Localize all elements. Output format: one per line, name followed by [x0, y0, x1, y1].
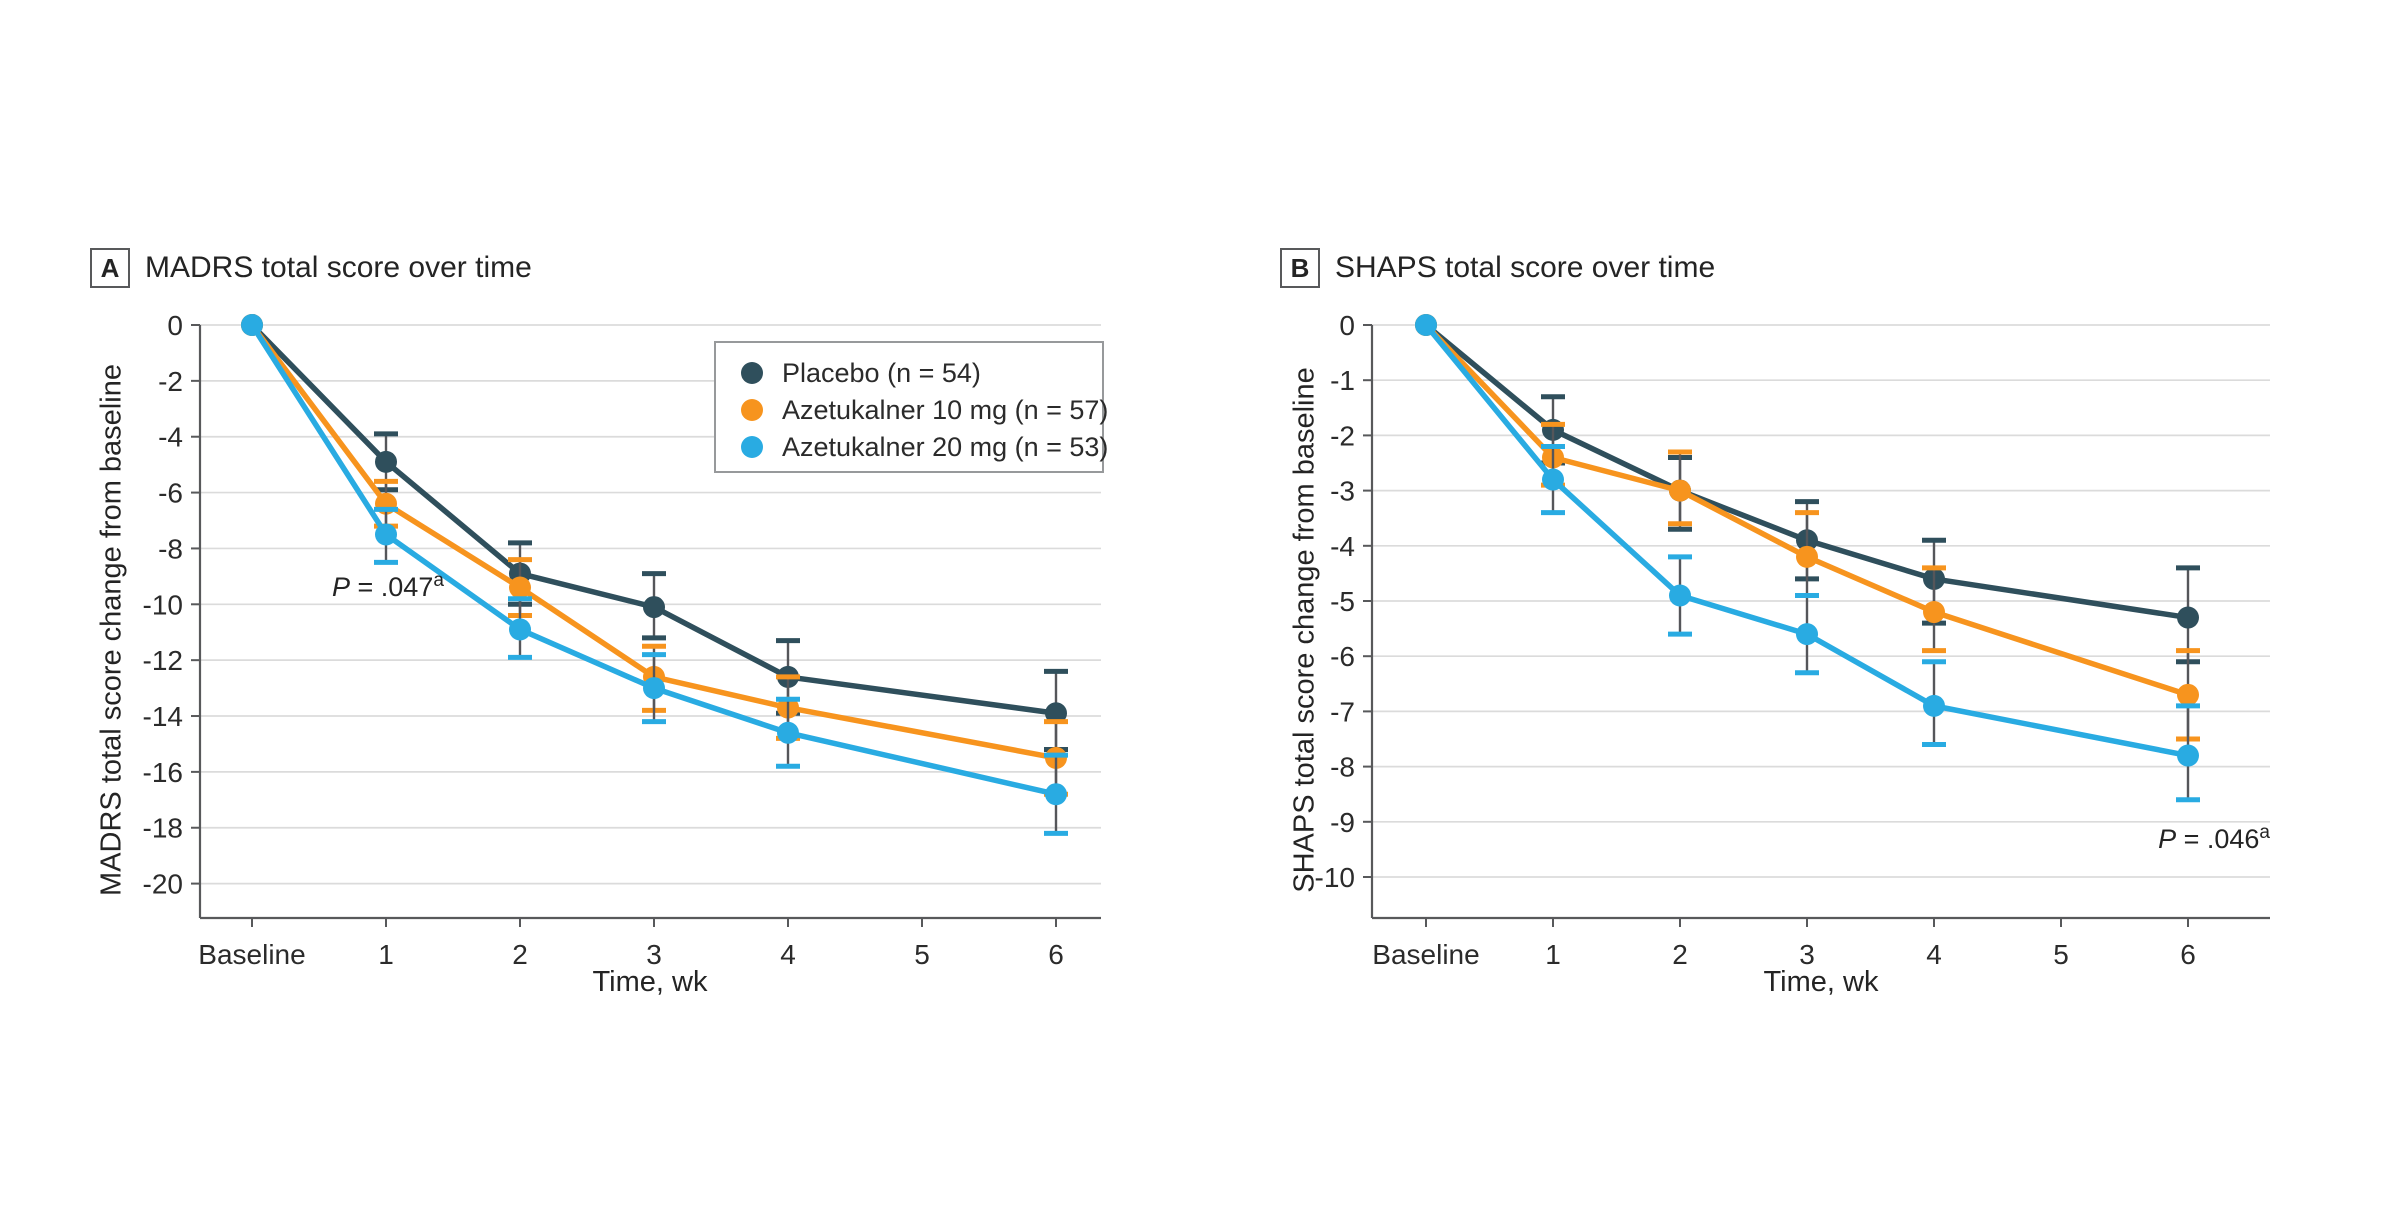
x-tick-label: 4 — [1926, 939, 1942, 970]
data-point — [241, 314, 263, 336]
panel-b-letter-badge: B — [1280, 248, 1320, 288]
data-point — [2177, 683, 2199, 706]
y-tick-label: -7 — [1330, 696, 1355, 727]
data-point — [1669, 584, 1691, 607]
y-tick-label: -10 — [1315, 862, 1355, 893]
p-superscript: a — [433, 570, 444, 591]
shaps-plot: 0 -1 -2 -3 -4 -5 -6 -7 -8 -9 -10 Baseline 1 2 3 4 5 6 — [1315, 310, 2270, 970]
data-point — [1923, 694, 1945, 717]
y-tick-label: 0 — [1339, 310, 1355, 341]
legend-swatch — [741, 436, 763, 458]
p-italic: P — [332, 572, 351, 602]
p-rest: = .046 — [2176, 824, 2260, 854]
x-tick-label: Baseline — [198, 939, 305, 970]
data-point — [509, 576, 531, 599]
madrs-y-axis-label: MADRS total score change from baseline — [95, 364, 128, 896]
data-point — [375, 450, 397, 473]
madrs-x-axis-label: Time, wk — [592, 966, 708, 998]
p-superscript: a — [2259, 822, 2270, 843]
y-tick-label: -1 — [1330, 365, 1355, 396]
y-tick-label: -20 — [143, 869, 183, 900]
data-point — [2177, 606, 2199, 629]
series-line — [250, 323, 1057, 716]
panel-shaps: B SHAPS total score over time 0 -1 -2 -3 -4 -… — [1250, 230, 2382, 1040]
data-point — [1669, 479, 1691, 502]
y-tick-label: -12 — [143, 645, 183, 676]
y-tick-label: 0 — [167, 310, 183, 341]
panel-b-title: SHAPS total score over time — [1335, 251, 1716, 284]
legend-label: Azetukalner 20 mg (n = 53) — [782, 432, 1108, 462]
series-line — [249, 323, 1057, 797]
data-point — [509, 618, 531, 641]
data-point — [2177, 744, 2199, 767]
legend-label: Placebo (n = 54) — [782, 358, 981, 388]
data-point — [777, 721, 799, 744]
x-tick-label: 2 — [1672, 939, 1688, 970]
y-tick-label: -4 — [158, 422, 183, 453]
panel-b-title-row: B SHAPS total score over time — [1280, 248, 1715, 288]
data-point — [1923, 601, 1945, 624]
x-tick-label: 2 — [512, 939, 528, 970]
y-tick-label: -16 — [143, 757, 183, 788]
data-point — [643, 596, 665, 619]
madrs-plot: 0 -2 -4 -6 -8 -10 -12 -14 -16 -18 -20 Baseline 1 2 3 4 5… — [143, 310, 1109, 970]
legend-label: Azetukalner 10 mg (n = 57) — [782, 395, 1108, 425]
shaps-y-axis-label: SHAPS total score change from baseline — [1288, 367, 1321, 893]
y-tick-label: -8 — [1330, 752, 1355, 783]
x-tick-label: 4 — [780, 939, 796, 970]
x-tick-label: 5 — [914, 939, 930, 970]
x-tick-label: 6 — [2180, 939, 2196, 970]
y-tick-label: -18 — [143, 813, 183, 844]
madrs-p-value: P = .047a — [332, 570, 444, 603]
y-tick-label: -10 — [143, 589, 183, 620]
x-tick-label: 1 — [378, 939, 394, 970]
shaps-p-value: P = .046a — [2158, 822, 2270, 855]
y-tick-label: -14 — [143, 701, 183, 732]
series-line — [1424, 323, 2189, 698]
panel-madrs: A MADRS total score over time 0 -2 -4 -6 -8 -… — [60, 230, 1200, 1040]
p-italic: P — [2158, 824, 2177, 854]
series-line — [249, 323, 1057, 761]
y-tick-label: -9 — [1330, 807, 1355, 838]
y-tick-label: -5 — [1330, 586, 1355, 617]
legend-swatch — [741, 399, 763, 421]
data-point — [1045, 783, 1067, 806]
series-line — [1423, 323, 2189, 759]
x-tick-label: Baseline — [1372, 939, 1479, 970]
y-tick-label: -6 — [158, 478, 183, 509]
x-tick-label: 6 — [1048, 939, 1064, 970]
p-rest: = .047 — [350, 572, 434, 602]
legend-box — [714, 341, 1104, 473]
x-tick-label: 3 — [646, 939, 662, 970]
y-tick-label: -2 — [158, 366, 183, 397]
x-tick-label: 5 — [2053, 939, 2069, 970]
x-tick-label: 3 — [1799, 939, 1815, 970]
y-tick-label: -6 — [1330, 641, 1355, 672]
data-point — [375, 523, 397, 546]
panel-a-title: MADRS total score over time — [145, 251, 532, 284]
panel-a-title-row: A MADRS total score over time — [90, 248, 532, 288]
panel-a-letter-badge: A — [90, 248, 130, 288]
shaps-x-axis-label: Time, wk — [1763, 966, 1879, 998]
data-point — [1415, 314, 1437, 336]
data-point — [1542, 468, 1564, 491]
data-point — [1796, 623, 1818, 646]
x-tick-label: 1 — [1545, 939, 1561, 970]
y-tick-label: -8 — [158, 533, 183, 564]
y-tick-label: -2 — [1330, 420, 1355, 451]
series-line — [1424, 322, 2189, 621]
y-tick-label: -3 — [1330, 476, 1355, 507]
data-point — [1796, 545, 1818, 568]
legend-swatch — [741, 362, 763, 384]
data-point — [643, 677, 665, 700]
data-point — [1045, 702, 1067, 725]
y-tick-label: -4 — [1330, 531, 1355, 562]
